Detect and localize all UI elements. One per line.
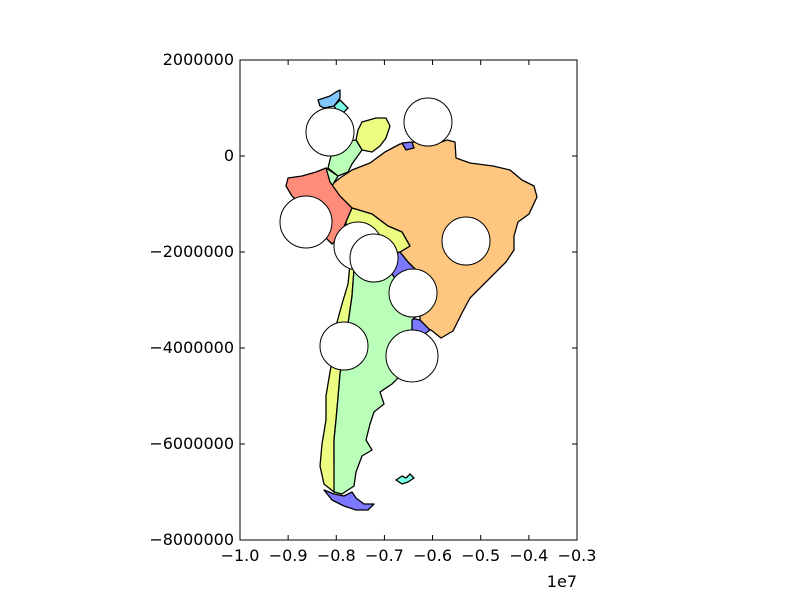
map-hole	[385, 329, 439, 383]
x-offset-label: 1e7	[547, 572, 577, 591]
y-tick-label: −4000000	[149, 338, 234, 357]
map-hole	[349, 233, 399, 283]
y-tick-label: 2000000	[163, 50, 234, 69]
y-tick-label: −6000000	[149, 434, 234, 453]
map-regions	[279, 89, 538, 511]
region-falklands	[395, 473, 415, 485]
x-tick-label: −0.9	[269, 546, 308, 565]
y-tick-label: −2000000	[149, 242, 234, 261]
region-guyana	[401, 141, 415, 151]
x-tick-label: −0.8	[317, 546, 356, 565]
map-hole	[305, 107, 355, 157]
x-tick-label: −0.3	[558, 546, 597, 565]
map-hole	[319, 321, 369, 371]
map-hole	[403, 97, 453, 147]
x-tick-label: −0.4	[509, 546, 548, 565]
y-tick-label: −8000000	[149, 530, 234, 549]
x-tick-label: −0.5	[461, 546, 500, 565]
axes: −1.0 −0.9 −0.8 −0.7 −0.6 −0.5 −0.4 −0.3 2000000 0…	[149, 50, 596, 591]
plot-frame	[239, 59, 578, 541]
y-tick-label: 0	[224, 146, 234, 165]
region-panama	[317, 89, 341, 109]
x-tick-label: −0.6	[413, 546, 452, 565]
region-venezuela	[355, 117, 391, 153]
map-hole	[388, 268, 438, 318]
region-tierra-del-fuego	[323, 489, 375, 511]
map-hole	[441, 216, 491, 266]
x-tick-label: −1.0	[221, 546, 260, 565]
map-hole	[279, 195, 333, 249]
x-tick-label: −0.7	[365, 546, 404, 565]
